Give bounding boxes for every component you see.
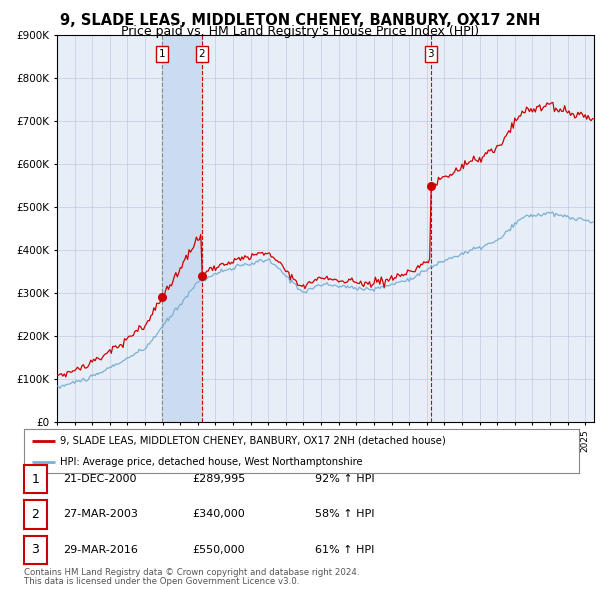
Text: 1: 1 — [159, 49, 166, 59]
Text: 92% ↑ HPI: 92% ↑ HPI — [315, 474, 374, 484]
Text: 2: 2 — [31, 508, 40, 521]
Text: Price paid vs. HM Land Registry's House Price Index (HPI): Price paid vs. HM Land Registry's House … — [121, 25, 479, 38]
Text: HPI: Average price, detached house, West Northamptonshire: HPI: Average price, detached house, West… — [60, 457, 362, 467]
Text: 21-DEC-2000: 21-DEC-2000 — [63, 474, 137, 484]
Text: Contains HM Land Registry data © Crown copyright and database right 2024.: Contains HM Land Registry data © Crown c… — [24, 568, 359, 577]
Text: 9, SLADE LEAS, MIDDLETON CHENEY, BANBURY, OX17 2NH (detached house): 9, SLADE LEAS, MIDDLETON CHENEY, BANBURY… — [60, 436, 446, 446]
Text: £550,000: £550,000 — [192, 545, 245, 555]
Text: 9, SLADE LEAS, MIDDLETON CHENEY, BANBURY, OX17 2NH: 9, SLADE LEAS, MIDDLETON CHENEY, BANBURY… — [60, 13, 540, 28]
Text: £340,000: £340,000 — [192, 510, 245, 519]
Text: 3: 3 — [428, 49, 434, 59]
Text: 3: 3 — [31, 543, 40, 556]
Text: 29-MAR-2016: 29-MAR-2016 — [63, 545, 138, 555]
Bar — [162, 35, 202, 422]
Text: 2: 2 — [199, 49, 205, 59]
Text: 61% ↑ HPI: 61% ↑ HPI — [315, 545, 374, 555]
Text: £289,995: £289,995 — [192, 474, 245, 484]
Text: This data is licensed under the Open Government Licence v3.0.: This data is licensed under the Open Gov… — [24, 578, 299, 586]
Text: 58% ↑ HPI: 58% ↑ HPI — [315, 510, 374, 519]
Text: 1: 1 — [31, 473, 40, 486]
Text: 27-MAR-2003: 27-MAR-2003 — [63, 510, 138, 519]
